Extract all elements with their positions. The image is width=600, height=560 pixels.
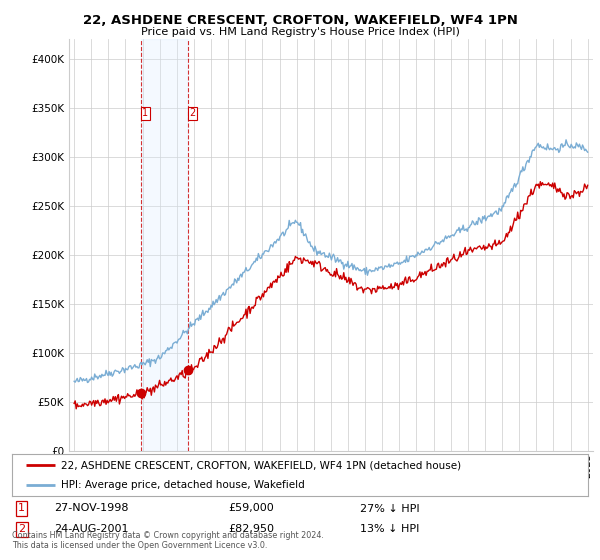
Bar <box>141 39 188 451</box>
Text: 2: 2 <box>190 108 196 118</box>
Text: 27% ↓ HPI: 27% ↓ HPI <box>360 503 419 514</box>
Text: 22, ASHDENE CRESCENT, CROFTON, WAKEFIELD, WF4 1PN (detached house): 22, ASHDENE CRESCENT, CROFTON, WAKEFIELD… <box>61 460 461 470</box>
Text: Price paid vs. HM Land Registry's House Price Index (HPI): Price paid vs. HM Land Registry's House … <box>140 27 460 37</box>
Text: £59,000: £59,000 <box>228 503 274 514</box>
Text: 1: 1 <box>142 108 148 118</box>
Text: £82,950: £82,950 <box>228 524 274 534</box>
Text: Contains HM Land Registry data © Crown copyright and database right 2024.
This d: Contains HM Land Registry data © Crown c… <box>12 530 324 550</box>
Text: 22, ASHDENE CRESCENT, CROFTON, WAKEFIELD, WF4 1PN: 22, ASHDENE CRESCENT, CROFTON, WAKEFIELD… <box>83 14 517 27</box>
Text: 13% ↓ HPI: 13% ↓ HPI <box>360 524 419 534</box>
Text: 24-AUG-2001: 24-AUG-2001 <box>54 524 128 534</box>
Text: HPI: Average price, detached house, Wakefield: HPI: Average price, detached house, Wake… <box>61 480 305 489</box>
Text: 2: 2 <box>18 524 25 534</box>
Text: 1: 1 <box>18 503 25 514</box>
Text: 27-NOV-1998: 27-NOV-1998 <box>54 503 128 514</box>
